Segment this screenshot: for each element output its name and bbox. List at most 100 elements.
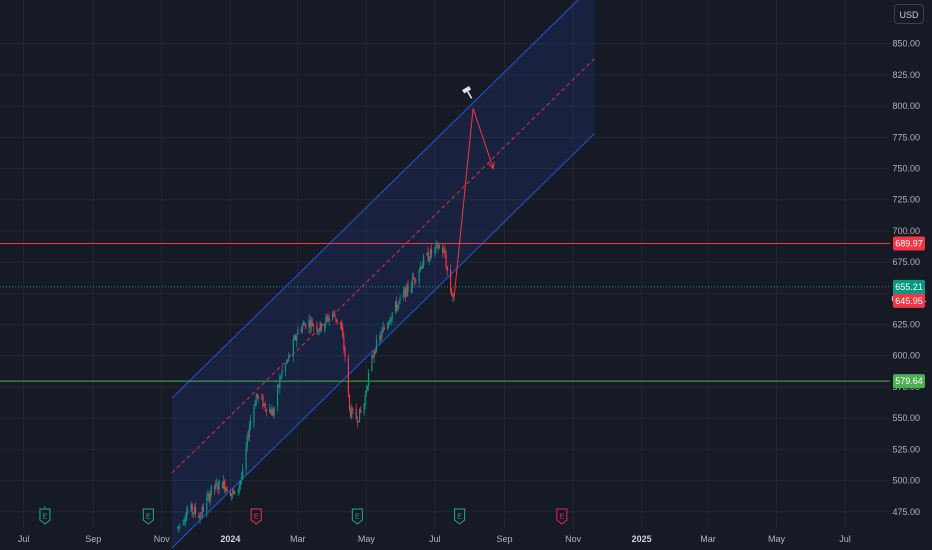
candle-body bbox=[327, 317, 329, 322]
candle-body bbox=[364, 394, 366, 406]
candle-body bbox=[263, 403, 265, 406]
candle-body bbox=[308, 319, 310, 328]
x-tick-label: May bbox=[768, 534, 786, 544]
candle-body bbox=[257, 396, 260, 398]
x-tick-label: Nov bbox=[154, 534, 171, 544]
candle-body bbox=[214, 485, 216, 489]
candle-body bbox=[226, 487, 228, 492]
candle-body bbox=[348, 394, 351, 410]
earnings-label: E bbox=[355, 514, 360, 521]
candle-body bbox=[270, 409, 272, 415]
candle-body bbox=[407, 284, 409, 292]
current-price-tag-label: 655.21 bbox=[895, 282, 923, 292]
earnings-marker: E bbox=[351, 508, 363, 525]
candle-body bbox=[221, 482, 224, 489]
candle-body bbox=[309, 320, 311, 328]
currency-button[interactable]: USD bbox=[894, 4, 924, 24]
x-tick-label: May bbox=[358, 534, 376, 544]
candle-body bbox=[287, 359, 289, 362]
candle-body bbox=[428, 259, 430, 262]
candle-body bbox=[436, 243, 438, 245]
level-tag-label: 689.97 bbox=[895, 238, 923, 248]
candle-body bbox=[398, 301, 400, 305]
y-tick-label: 800.00 bbox=[892, 101, 920, 111]
x-tick-label: Sep bbox=[85, 534, 101, 544]
candle-body bbox=[325, 317, 327, 325]
candle-body bbox=[328, 317, 330, 321]
candle-body bbox=[443, 250, 445, 253]
candle-body bbox=[452, 295, 454, 297]
candle-body bbox=[430, 249, 433, 255]
candle-body bbox=[310, 320, 312, 327]
candle-body bbox=[406, 285, 408, 297]
candle-body bbox=[412, 277, 415, 279]
candle-body bbox=[238, 484, 240, 489]
candle-body bbox=[415, 280, 417, 281]
x-tick-label: Sep bbox=[497, 534, 513, 544]
candle-body bbox=[388, 322, 390, 325]
candle-body bbox=[178, 525, 180, 528]
earnings-shape bbox=[250, 508, 262, 525]
candle-body bbox=[339, 321, 342, 324]
candle-body bbox=[352, 408, 354, 410]
candle-body bbox=[210, 485, 212, 496]
candle-body bbox=[347, 357, 349, 394]
x-tick-label: Nov bbox=[565, 534, 582, 544]
candle-body bbox=[399, 297, 401, 301]
candle-body bbox=[367, 372, 370, 387]
earnings-shape bbox=[142, 508, 154, 525]
candle-body bbox=[232, 490, 234, 494]
forecast-arrowhead bbox=[488, 161, 495, 170]
candle-body bbox=[411, 277, 414, 289]
candle-body bbox=[249, 420, 252, 426]
candle-body bbox=[391, 312, 393, 319]
candle-body bbox=[311, 322, 313, 326]
candle-body bbox=[293, 336, 296, 340]
candle-body bbox=[387, 323, 389, 330]
candle-body bbox=[194, 507, 197, 514]
candle-body bbox=[241, 477, 243, 481]
candle-body bbox=[261, 397, 263, 398]
candle-body bbox=[278, 384, 280, 387]
candle-body bbox=[248, 425, 251, 437]
candle-body bbox=[292, 339, 294, 357]
candle-body bbox=[410, 286, 412, 293]
candle-body bbox=[296, 335, 298, 342]
candle-body bbox=[224, 480, 226, 491]
candle-body bbox=[319, 322, 321, 331]
candle-body bbox=[363, 403, 365, 414]
candle-body bbox=[375, 339, 378, 352]
earnings-marker: E bbox=[250, 508, 262, 525]
candle-body bbox=[230, 493, 233, 496]
candle-body bbox=[245, 447, 247, 470]
candle-body bbox=[300, 329, 302, 332]
candle-body bbox=[294, 335, 297, 340]
x-tick-label: Jul bbox=[429, 534, 441, 544]
candle-body bbox=[365, 390, 367, 394]
candle-body bbox=[312, 325, 315, 327]
candle-body bbox=[420, 266, 423, 269]
candle-body bbox=[320, 323, 322, 330]
candle-body bbox=[202, 507, 204, 511]
candle-body bbox=[334, 314, 336, 318]
candle-body bbox=[179, 525, 181, 526]
y-tick-label: 550.00 bbox=[892, 413, 920, 423]
candle-body bbox=[403, 289, 406, 294]
candle-body bbox=[335, 317, 337, 321]
candle-body bbox=[246, 435, 248, 447]
candle-body bbox=[237, 488, 239, 493]
candle-body bbox=[390, 317, 392, 322]
candle-body bbox=[242, 469, 244, 478]
candle-body bbox=[418, 270, 420, 282]
candle-body bbox=[326, 315, 328, 318]
candle-body bbox=[184, 519, 187, 522]
candle-body bbox=[233, 489, 235, 493]
candle-body bbox=[434, 247, 436, 253]
y-tick-label: 700.00 bbox=[892, 226, 920, 236]
candle-body bbox=[394, 302, 397, 312]
candle-body bbox=[450, 269, 452, 291]
earnings-marker: E bbox=[556, 508, 568, 525]
candle-body bbox=[273, 407, 275, 415]
